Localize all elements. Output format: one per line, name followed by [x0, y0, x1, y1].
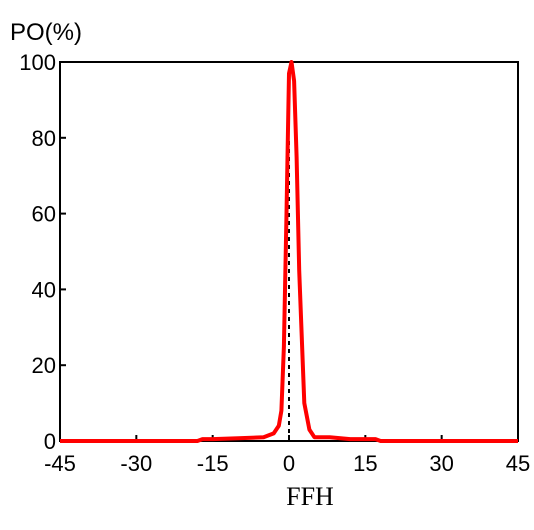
y-axis-ticks: 0 20 40 60 80 100 [19, 50, 66, 454]
x-tick-label: 0 [283, 451, 295, 476]
y-tick-label: 100 [19, 50, 56, 75]
series-line [60, 60, 518, 443]
y-axis-label: PO(%) [10, 19, 82, 46]
y-tick-label: 40 [32, 277, 56, 302]
y-tick-label: 20 [32, 353, 56, 378]
x-tick-label: 45 [506, 451, 530, 476]
x-tick-label: 30 [429, 451, 453, 476]
x-tick-label: -15 [197, 451, 229, 476]
x-tick-label: -30 [120, 451, 152, 476]
x-axis-ticks: -45 -30 -15 0 15 30 45 [44, 435, 530, 476]
x-axis-label: FFH [286, 482, 334, 511]
x-tick-label: -45 [44, 451, 76, 476]
x-tick-label: 15 [353, 451, 377, 476]
y-tick-label: 0 [44, 429, 56, 454]
y-tick-label: 60 [32, 202, 56, 227]
y-tick-label: 80 [32, 126, 56, 151]
